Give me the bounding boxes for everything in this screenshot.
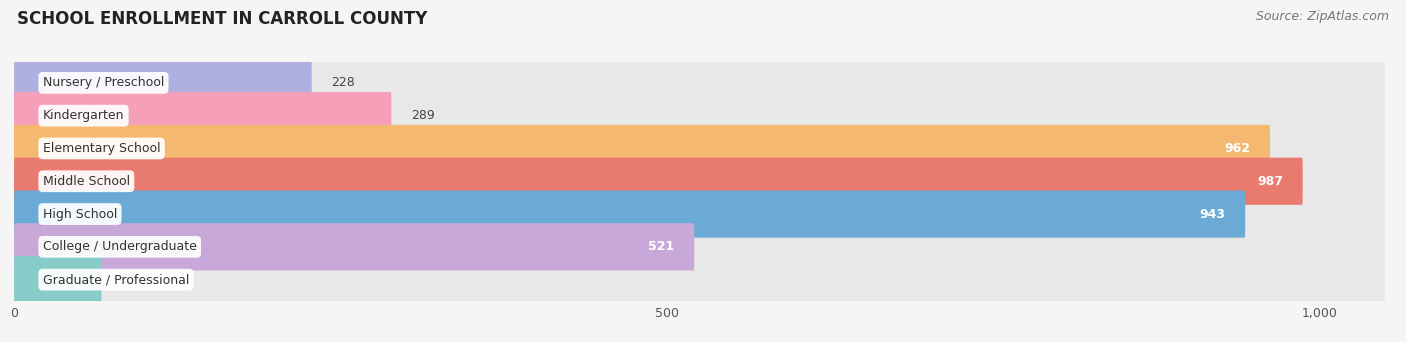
FancyBboxPatch shape: [14, 59, 312, 106]
Text: SCHOOL ENROLLMENT IN CARROLL COUNTY: SCHOOL ENROLLMENT IN CARROLL COUNTY: [17, 10, 427, 28]
Text: 289: 289: [411, 109, 434, 122]
FancyBboxPatch shape: [14, 223, 695, 271]
Text: Elementary School: Elementary School: [42, 142, 160, 155]
Text: Source: ZipAtlas.com: Source: ZipAtlas.com: [1256, 10, 1389, 23]
FancyBboxPatch shape: [14, 256, 101, 303]
FancyBboxPatch shape: [14, 92, 391, 139]
Text: High School: High School: [42, 208, 117, 221]
FancyBboxPatch shape: [14, 256, 1385, 303]
Text: 228: 228: [332, 76, 356, 89]
FancyBboxPatch shape: [14, 125, 1270, 172]
Text: Middle School: Middle School: [42, 175, 129, 188]
FancyBboxPatch shape: [14, 125, 1385, 172]
Text: 987: 987: [1257, 175, 1284, 188]
Text: Kindergarten: Kindergarten: [42, 109, 124, 122]
Text: Nursery / Preschool: Nursery / Preschool: [42, 76, 165, 89]
FancyBboxPatch shape: [14, 223, 1385, 271]
Text: Graduate / Professional: Graduate / Professional: [42, 273, 190, 286]
Text: 521: 521: [648, 240, 675, 253]
Text: 943: 943: [1199, 208, 1226, 221]
FancyBboxPatch shape: [14, 59, 1385, 106]
FancyBboxPatch shape: [14, 92, 1385, 139]
FancyBboxPatch shape: [14, 158, 1302, 205]
FancyBboxPatch shape: [14, 190, 1385, 238]
FancyBboxPatch shape: [14, 158, 1385, 205]
FancyBboxPatch shape: [14, 190, 1246, 238]
Text: 67: 67: [121, 273, 136, 286]
Text: College / Undergraduate: College / Undergraduate: [42, 240, 197, 253]
Text: 962: 962: [1225, 142, 1250, 155]
